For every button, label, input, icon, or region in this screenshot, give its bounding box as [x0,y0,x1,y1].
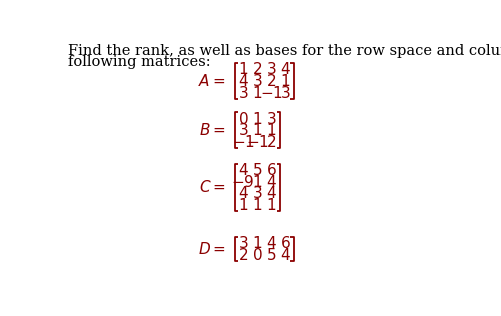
Text: $B =$: $B =$ [199,122,225,138]
Text: $3$: $3$ [252,73,263,89]
Text: $4$: $4$ [266,185,277,201]
Text: $6$: $6$ [280,235,291,251]
Text: $0$: $0$ [252,247,263,263]
Text: $1$: $1$ [252,85,263,100]
Text: $4$: $4$ [238,185,248,201]
Text: $1$: $1$ [252,197,263,213]
Text: $1$: $1$ [238,197,248,213]
Text: $-9$: $-9$ [231,173,255,190]
Text: $-1$: $-1$ [245,134,269,150]
Text: $2$: $2$ [252,62,262,77]
Text: $A =$: $A =$ [198,73,225,89]
Text: $4$: $4$ [266,235,277,251]
Text: $5$: $5$ [266,247,276,263]
Text: $1$: $1$ [252,111,263,127]
Text: $1$: $1$ [280,73,290,89]
Text: $1$: $1$ [252,235,263,251]
Text: $5$: $5$ [252,162,263,178]
Text: $3$: $3$ [280,85,290,100]
Text: $4$: $4$ [238,162,248,178]
Text: Find the rank, as well as bases for the row space and colum space of the: Find the rank, as well as bases for the … [68,44,501,58]
Text: $0$: $0$ [238,111,248,127]
Text: $3$: $3$ [266,62,277,77]
Text: $6$: $6$ [266,162,277,178]
Text: $C =$: $C =$ [198,179,225,195]
Text: $D =$: $D =$ [197,241,225,257]
Text: $4$: $4$ [280,62,291,77]
Text: $4$: $4$ [238,73,248,89]
Text: $3$: $3$ [238,122,248,138]
Text: $3$: $3$ [238,235,248,251]
Text: $2$: $2$ [266,73,276,89]
Text: $1$: $1$ [238,62,248,77]
Text: $4$: $4$ [266,173,277,190]
Text: $2$: $2$ [238,247,248,263]
Text: $-1$: $-1$ [260,85,283,100]
Text: $3$: $3$ [266,111,277,127]
Text: $3$: $3$ [252,185,263,201]
Text: $1$: $1$ [252,122,263,138]
Text: $3$: $3$ [238,85,248,100]
Text: $1$: $1$ [266,197,276,213]
Text: $2$: $2$ [266,134,276,150]
Text: $1$: $1$ [252,173,263,190]
Text: $4$: $4$ [280,247,291,263]
Text: $1$: $1$ [266,122,276,138]
Text: following matrices:: following matrices: [68,55,211,69]
Text: $-1$: $-1$ [231,134,255,150]
